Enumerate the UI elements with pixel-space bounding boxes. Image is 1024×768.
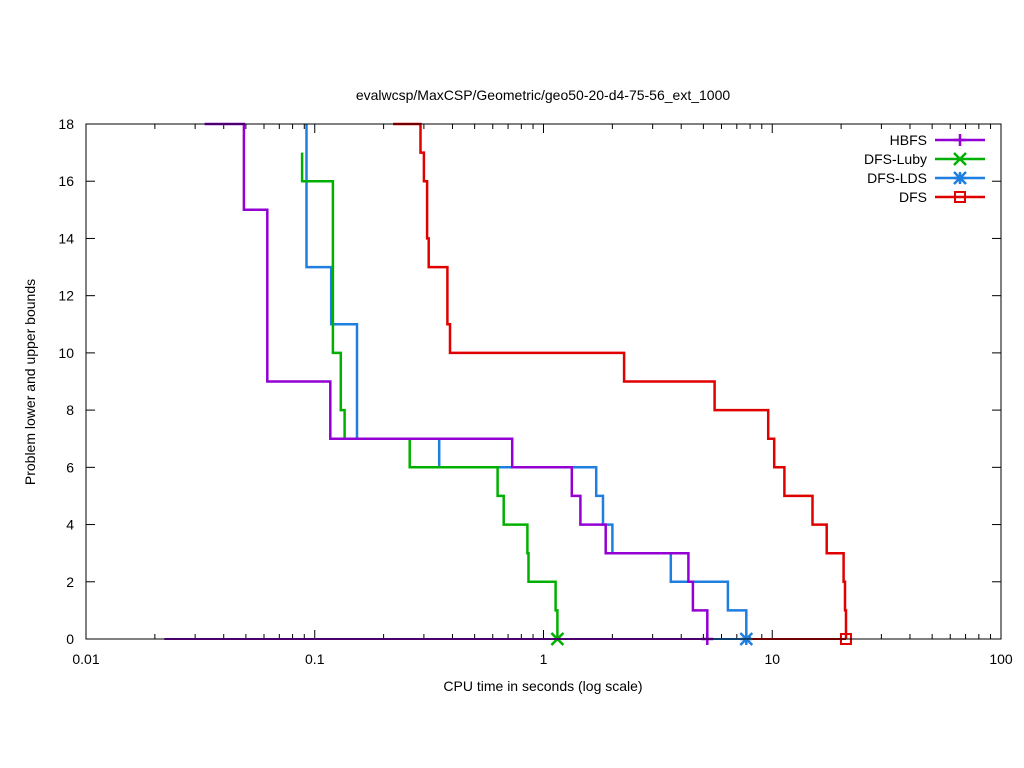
x-tick-label: 0.1 [305,651,325,667]
series-upper-hbfs [204,122,709,639]
series-upper-dfs-lds [305,124,748,639]
legend: HBFS DFS-Luby DFS-LDS DFS [864,132,985,205]
x-tick-label: 1 [540,651,548,667]
plot-frame [85,123,1002,640]
legend-label-dfs-luby: DFS-Luby [864,151,927,167]
series-upper-dfs-luby [300,152,559,639]
x-tick-label: 100 [989,651,1013,667]
legend-label-dfs-lds: DFS-LDS [867,170,927,186]
legend-marker-dfs [954,191,966,203]
x-tick-label: 10 [764,651,780,667]
y-tick-label: 0 [66,631,74,647]
y-tick-label: 6 [66,459,74,475]
x-axis-label: CPU time in seconds (log scale) [443,678,642,694]
y-tick-label: 18 [58,116,74,132]
axes: 0.01 0.1 1 10 100 0 2 4 6 8 10 12 14 16 18 [58,116,1012,667]
legend-label-dfs: DFS [899,189,927,205]
chart-title: evalwcsp/MaxCSP/Geometric/geo50-20-d4-75… [356,87,731,103]
legend-marker-hbfs [954,134,966,146]
y-tick-label: 16 [58,173,74,189]
y-tick-label: 10 [58,345,74,361]
legend-marker-dfs-luby [953,152,967,166]
y-tick-label: 4 [66,517,74,533]
y-tick-label: 2 [66,574,74,590]
legend-label-hbfs: HBFS [890,132,927,148]
y-axis-label: Problem lower and upper bounds [22,279,38,485]
legend-marker-dfs-lds [953,171,967,185]
x-tick-label: 0.01 [72,651,99,667]
series-upper-dfs [393,122,848,639]
y-tick-label: 12 [58,288,74,304]
y-tick-label: 8 [66,402,74,418]
plot-area [164,122,852,646]
y-tick-label: 14 [58,230,74,246]
